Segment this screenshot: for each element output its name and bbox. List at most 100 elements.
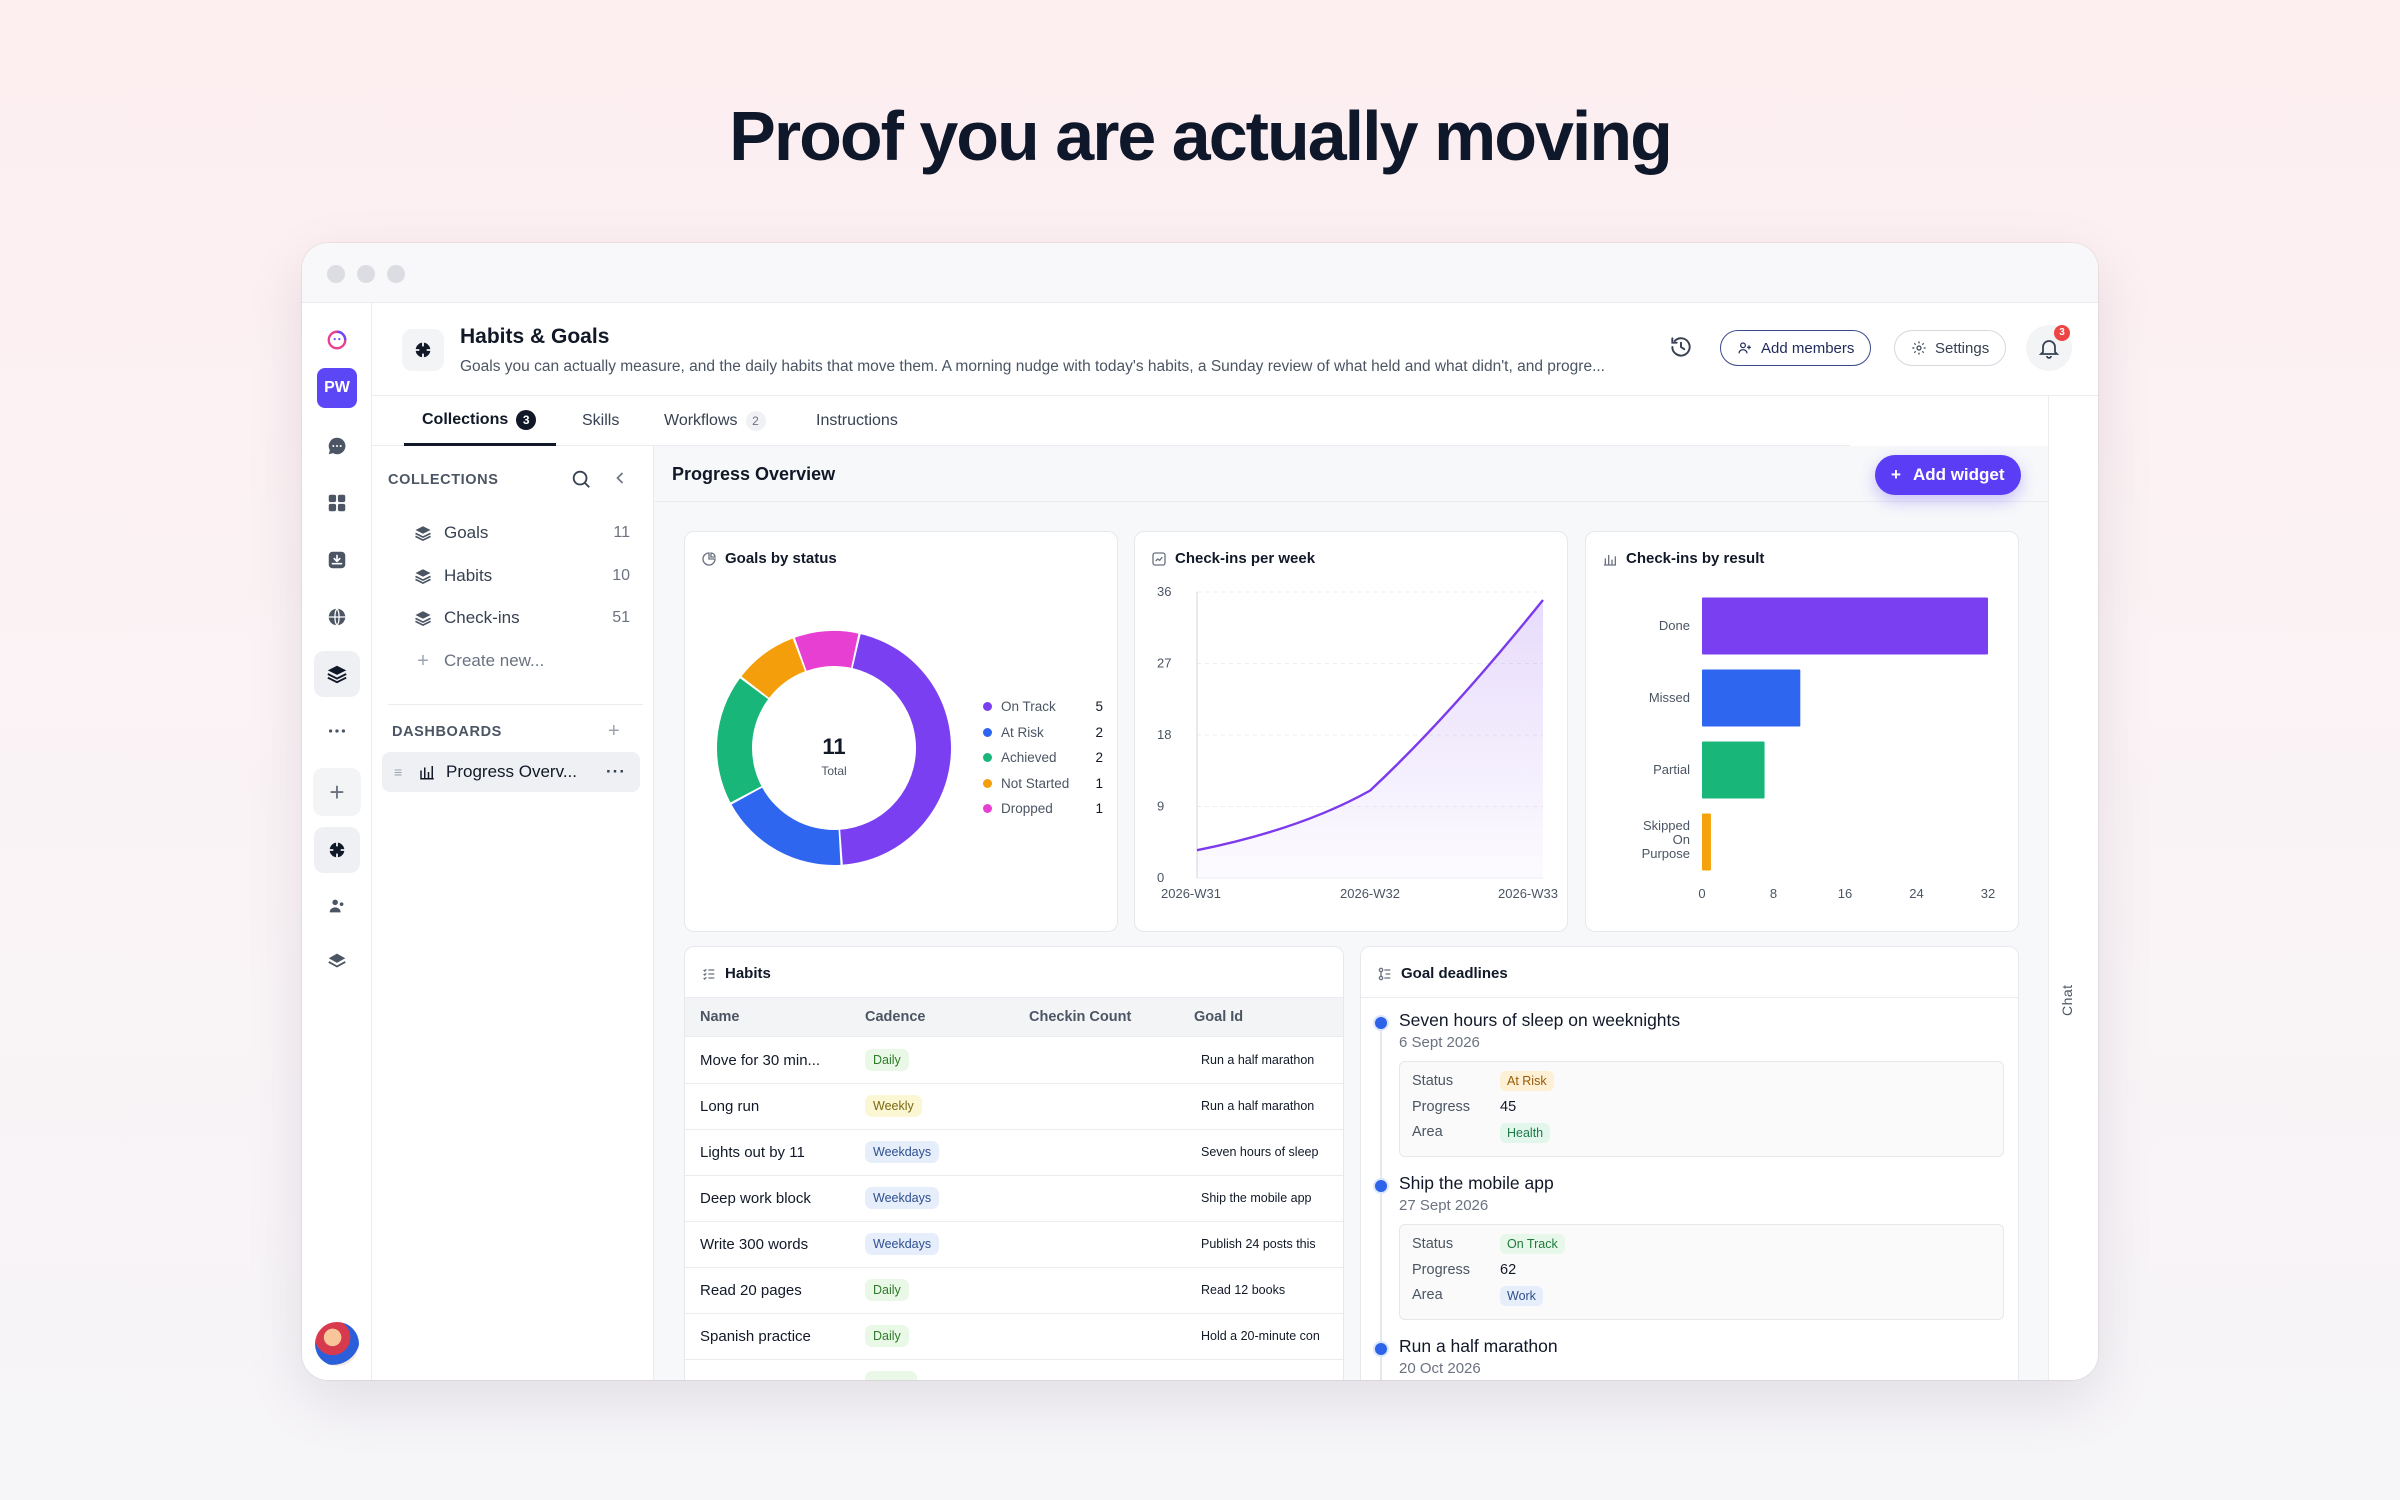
history-icon[interactable] bbox=[1668, 334, 1698, 364]
workspace-avatar[interactable]: PW bbox=[317, 368, 357, 408]
more-icon[interactable] bbox=[314, 708, 360, 754]
table-row[interactable]: Long run Weekly Run a half marathon bbox=[685, 1084, 1343, 1130]
add-workspace-icon[interactable]: + bbox=[313, 768, 361, 816]
goal-details[interactable]: Status At Risk Progress 45 Area Health bbox=[1399, 1061, 2004, 1157]
user-avatar[interactable] bbox=[315, 1322, 359, 1366]
pie-chart-icon bbox=[702, 551, 716, 566]
x-tick-label: 32 bbox=[1981, 886, 1995, 901]
donut-slice-not-started[interactable] bbox=[741, 638, 806, 698]
category-label-line: Purpose bbox=[1642, 846, 1690, 861]
tab-label: Instructions bbox=[816, 412, 898, 429]
sidebar-item-habits[interactable]: Habits 10 bbox=[414, 559, 638, 593]
donut-slice-at-risk[interactable] bbox=[731, 787, 841, 865]
goal-id[interactable]: Seven hours of sleep bbox=[1201, 1145, 1319, 1159]
legend-label: At Risk bbox=[1001, 724, 1044, 740]
goal-id[interactable]: Run a half marathon bbox=[1201, 1099, 1315, 1113]
goal-id[interactable]: Read 12 books bbox=[1201, 1283, 1286, 1297]
apps-grid-icon[interactable] bbox=[314, 480, 360, 526]
bar-missed[interactable] bbox=[1702, 669, 1801, 727]
globe-icon[interactable] bbox=[314, 594, 360, 640]
y-tick-label: 18 bbox=[1157, 727, 1171, 742]
habits-widget[interactable]: Habits Name Cadence Checkin Count Goal I… bbox=[684, 946, 1344, 1380]
workspace-title: Habits & Goals bbox=[460, 325, 610, 348]
goal-title[interactable]: Ship the mobile app bbox=[1399, 1173, 1554, 1193]
goals-by-status-widget[interactable]: Goals by status 11 Total On Track 5 At Ris… bbox=[684, 531, 1118, 932]
people-icon[interactable] bbox=[314, 883, 360, 929]
legend-item[interactable]: Achieved 2 bbox=[983, 745, 1103, 771]
chat-bubble-icon[interactable] bbox=[314, 423, 360, 469]
x-tick-label: 16 bbox=[1838, 886, 1852, 901]
column-header-cadence[interactable]: Cadence bbox=[865, 1009, 926, 1025]
search-icon[interactable] bbox=[570, 468, 594, 492]
add-dashboard-icon[interactable]: + bbox=[608, 720, 620, 742]
add-widget-button[interactable]: + Add widget bbox=[1875, 455, 2021, 495]
layers-icon bbox=[415, 526, 431, 542]
goal-id[interactable]: Run a half marathon bbox=[1201, 1053, 1315, 1067]
chat-panel-toggle[interactable]: Chat bbox=[2048, 396, 2098, 1380]
legend-swatch bbox=[983, 727, 992, 737]
create-collection-button[interactable]: + Create new... bbox=[414, 644, 638, 678]
cadence-pill: Weekly bbox=[865, 1095, 922, 1117]
goal-id[interactable]: Ship the mobile app bbox=[1201, 1191, 1312, 1205]
cadence-pill: Weekdays bbox=[865, 1141, 940, 1163]
column-header-goal-id[interactable]: Goal Id bbox=[1194, 1009, 1244, 1025]
app-logo-icon[interactable] bbox=[314, 317, 360, 363]
sidebar-item-progress-overview[interactable]: ≡ Progress Overv... ··· bbox=[382, 752, 640, 792]
chat-label: Chat bbox=[2059, 984, 2075, 1016]
stack-icon[interactable] bbox=[314, 938, 360, 984]
table-row[interactable]: Move for 30 min... Daily Run a half marath… bbox=[685, 1038, 1343, 1084]
donut-slice-on-track[interactable] bbox=[840, 634, 951, 865]
inbox-icon[interactable] bbox=[314, 537, 360, 583]
notifications-button[interactable]: 3 bbox=[2026, 325, 2072, 371]
donut-slice-achieved[interactable] bbox=[717, 678, 769, 803]
table-row[interactable]: Deep work block Weekdays Ship the mobile a… bbox=[685, 1176, 1343, 1222]
habit-name: Write 300 words bbox=[700, 1236, 809, 1253]
goal-title[interactable]: Run a half marathon bbox=[1399, 1336, 1558, 1356]
sidebar-item-goals[interactable]: Goals 11 bbox=[414, 516, 638, 550]
legend-item[interactable]: Not Started 1 bbox=[983, 771, 1103, 797]
target-icon[interactable] bbox=[314, 827, 360, 873]
sidebar-item-check-ins[interactable]: Check-ins 51 bbox=[414, 601, 638, 635]
tab-collections[interactable]: Collections 3 bbox=[404, 396, 557, 446]
donut-slices bbox=[717, 631, 951, 865]
add-members-button[interactable]: Add members bbox=[1720, 330, 1872, 366]
donut-slice-dropped[interactable] bbox=[794, 631, 859, 671]
more-options-icon[interactable]: ··· bbox=[606, 762, 626, 781]
table-row[interactable]: Lights out by 11 Weekdays Seven hours of s… bbox=[685, 1130, 1343, 1176]
window-maximize-dot[interactable] bbox=[387, 265, 405, 283]
tab-workflows[interactable]: Workflows 2 bbox=[664, 396, 766, 446]
goal-title[interactable]: Seven hours of sleep on weeknights bbox=[1399, 1010, 1681, 1030]
workspace-tabs: Collections 3 Skills Workflows 2 Instruc… bbox=[372, 396, 1850, 446]
table-row[interactable]: Write 300 words Weekdays Publish 24 posts … bbox=[685, 1222, 1343, 1268]
layers-icon[interactable] bbox=[314, 651, 360, 697]
window-close-dot[interactable] bbox=[327, 265, 345, 283]
sidebar-item-label: Habits bbox=[444, 566, 493, 585]
goal-details[interactable]: Status On Track Progress 62 Area Work bbox=[1399, 1224, 2004, 1320]
table-row[interactable] bbox=[685, 1360, 1343, 1380]
table-row[interactable]: Spanish practice Daily Hold a 20-minute co… bbox=[685, 1314, 1343, 1360]
legend-item[interactable]: On Track 5 bbox=[983, 694, 1103, 720]
goal-id[interactable]: Hold a 20-minute con bbox=[1201, 1329, 1320, 1343]
legend-item[interactable]: At Risk 2 bbox=[983, 720, 1103, 746]
column-header-checkin-count[interactable]: Checkin Count bbox=[1029, 1009, 1132, 1025]
chevron-left-icon[interactable] bbox=[610, 468, 634, 492]
tab-skills[interactable]: Skills bbox=[582, 396, 619, 446]
x-tick-label: 8 bbox=[1770, 886, 1777, 901]
goal-deadlines-widget[interactable]: Goal deadlines Seven hours of sleep on w… bbox=[1360, 946, 2019, 1380]
legend-item[interactable]: Dropped 1 bbox=[983, 796, 1103, 822]
notification-count-badge: 3 bbox=[2054, 325, 2070, 341]
sidebar-item-count: 51 bbox=[612, 609, 630, 626]
checkins-by-result-widget[interactable]: Check-ins by result Done Missed Partial Ski… bbox=[1585, 531, 2019, 932]
bar-done[interactable] bbox=[1702, 597, 1988, 655]
series-line[interactable] bbox=[1196, 599, 1544, 852]
table-row[interactable]: Read 20 pages Daily Read 12 books bbox=[685, 1268, 1343, 1314]
window-minimize-dot[interactable] bbox=[357, 265, 375, 283]
bar-skipped-on-purpose[interactable] bbox=[1702, 813, 1711, 871]
goal-id[interactable]: Publish 24 posts this bbox=[1201, 1237, 1316, 1251]
bar-partial[interactable] bbox=[1702, 741, 1765, 799]
settings-button[interactable]: Settings bbox=[1894, 330, 2007, 366]
checkins-per-week-widget[interactable]: Check-ins per week 0 9 18 27 36 2026-W31 2026-… bbox=[1134, 531, 1568, 932]
tab-instructions[interactable]: Instructions bbox=[816, 396, 898, 446]
drag-handle-icon[interactable]: ≡ bbox=[394, 764, 403, 780]
column-header-name[interactable]: Name bbox=[700, 1009, 740, 1025]
